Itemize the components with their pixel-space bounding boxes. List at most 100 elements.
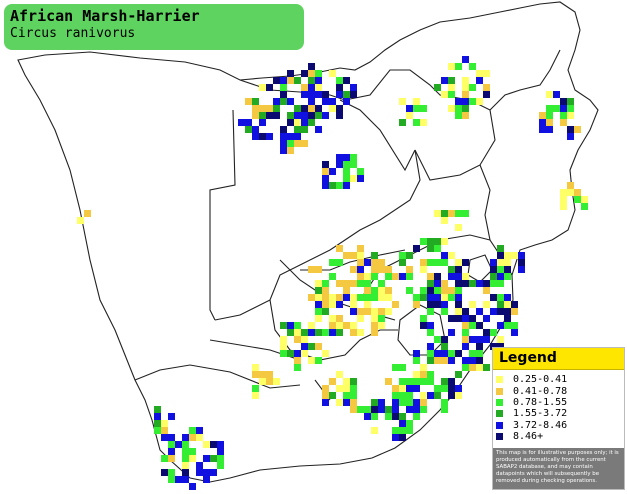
grid-cell	[357, 266, 364, 273]
grid-cell	[364, 406, 371, 413]
grid-cell	[259, 119, 266, 126]
grid-cell	[294, 336, 301, 343]
grid-cell	[378, 399, 385, 406]
grid-cell	[280, 126, 287, 133]
grid-cell	[280, 322, 287, 329]
grid-cell	[322, 280, 329, 287]
grid-cell	[322, 287, 329, 294]
grid-cell	[574, 196, 581, 203]
grid-cell	[427, 343, 434, 350]
grid-cell	[343, 175, 350, 182]
grid-cell	[175, 476, 182, 483]
grid-cell	[371, 287, 378, 294]
grid-cell	[168, 413, 175, 420]
grid-cell	[420, 322, 427, 329]
grid-cell	[259, 84, 266, 91]
grid-cell	[399, 273, 406, 280]
grid-cell	[504, 266, 511, 273]
grid-cell	[420, 315, 427, 322]
grid-cell	[315, 294, 322, 301]
grid-cell	[560, 112, 567, 119]
grid-cell	[413, 413, 420, 420]
grid-cell	[329, 105, 336, 112]
grid-cell	[469, 357, 476, 364]
grid-cell	[217, 455, 224, 462]
legend-label: 3.72-8.46	[513, 419, 568, 431]
grid-cell	[343, 378, 350, 385]
grid-cell	[189, 455, 196, 462]
grid-cell	[308, 119, 315, 126]
grid-cell	[350, 266, 357, 273]
grid-cell	[315, 84, 322, 91]
species-title-box: African Marsh-Harrier Circus ranivorus	[4, 4, 304, 50]
grid-cell	[329, 294, 336, 301]
grid-cell	[343, 322, 350, 329]
grid-cell	[350, 175, 357, 182]
grid-cell	[420, 287, 427, 294]
grid-cell	[161, 434, 168, 441]
grid-cell	[399, 378, 406, 385]
grid-cell	[336, 280, 343, 287]
grid-cell	[497, 336, 504, 343]
grid-cell	[434, 238, 441, 245]
grid-cell	[280, 98, 287, 105]
grid-cell	[371, 315, 378, 322]
grid-cell	[385, 406, 392, 413]
grid-cell	[322, 399, 329, 406]
grid-cell	[357, 280, 364, 287]
grid-cell	[357, 245, 364, 252]
grid-cell	[308, 105, 315, 112]
grid-cell	[427, 294, 434, 301]
legend-swatch	[496, 398, 503, 406]
grid-cell	[308, 84, 315, 91]
grid-cell	[378, 266, 385, 273]
grid-cell	[469, 98, 476, 105]
grid-cell	[294, 140, 301, 147]
grid-cell	[343, 385, 350, 392]
grid-cell	[301, 84, 308, 91]
grid-cell	[364, 273, 371, 280]
grid-cell	[350, 329, 357, 336]
grid-cell	[287, 329, 294, 336]
grid-cell	[567, 126, 574, 133]
grid-cell	[546, 105, 553, 112]
grid-cell	[378, 315, 385, 322]
grid-cell	[322, 98, 329, 105]
grid-cell	[210, 455, 217, 462]
grid-cell	[203, 441, 210, 448]
grid-cell	[427, 238, 434, 245]
grid-cell	[462, 259, 469, 266]
grid-cell	[266, 105, 273, 112]
grid-cell	[315, 315, 322, 322]
grid-cell	[336, 399, 343, 406]
grid-cell	[336, 182, 343, 189]
grid-cell	[336, 112, 343, 119]
grid-cell	[154, 427, 161, 434]
grid-cell	[476, 280, 483, 287]
grid-cell	[371, 252, 378, 259]
grid-cell	[462, 329, 469, 336]
grid-cell	[441, 406, 448, 413]
grid-cell	[385, 294, 392, 301]
grid-cell	[308, 322, 315, 329]
grid-cell	[301, 343, 308, 350]
grid-cell	[497, 280, 504, 287]
legend-label: 0.78-1.55	[513, 396, 568, 408]
grid-cell	[308, 70, 315, 77]
grid-cell	[343, 168, 350, 175]
grid-cell	[182, 462, 189, 469]
grid-cell	[371, 266, 378, 273]
legend-item: 0.41-0.78	[496, 385, 624, 397]
grid-cell	[420, 105, 427, 112]
grid-cell	[441, 77, 448, 84]
grid-cell	[168, 476, 175, 483]
legend-swatch	[496, 410, 503, 418]
grid-cell	[469, 63, 476, 70]
grid-cell	[371, 399, 378, 406]
grid-cell	[581, 203, 588, 210]
grid-cell	[455, 280, 462, 287]
grid-cell	[280, 336, 287, 343]
grid-cell	[161, 427, 168, 434]
grid-cell	[462, 280, 469, 287]
grid-cell	[350, 406, 357, 413]
